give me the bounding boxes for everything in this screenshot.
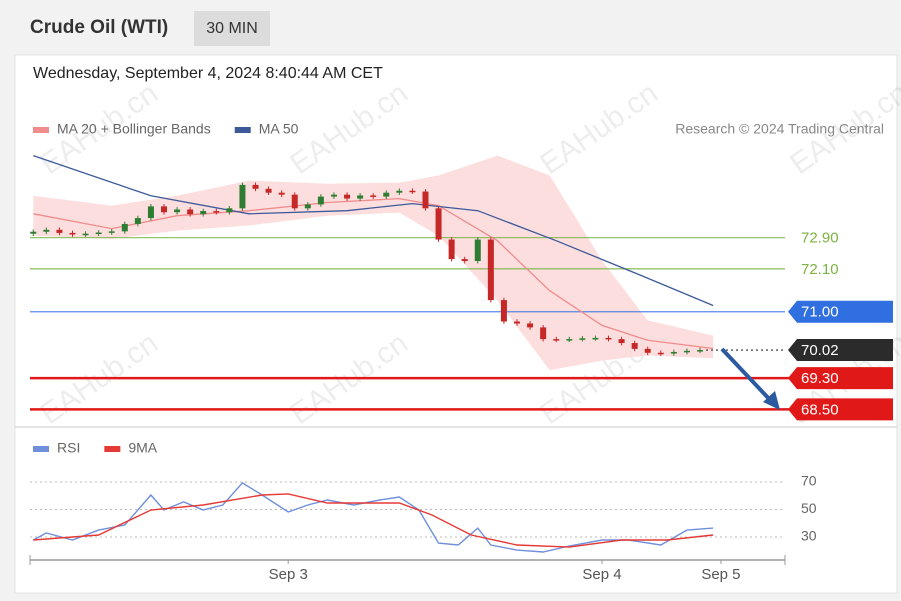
- level-label: 70.02: [801, 342, 839, 359]
- moving-average: [33, 154, 714, 307]
- candle-body: [461, 259, 468, 262]
- candle-body: [134, 218, 141, 224]
- candle-body: [56, 229, 63, 233]
- candle-body: [435, 208, 442, 240]
- forecast-arrow-head: [763, 391, 780, 410]
- legend-label: RSI: [57, 440, 80, 456]
- candle-body: [383, 192, 390, 197]
- chart-title: Crude Oil (WTI): [30, 17, 168, 38]
- x-tick-label: Sep 3: [269, 566, 308, 583]
- y-tick-label: 70: [801, 473, 817, 489]
- chart-subtitle: Wednesday, September 4, 2024 8:40:44 AM …: [33, 65, 383, 82]
- level-label: 72.10: [801, 261, 839, 278]
- level-label: 72.90: [801, 230, 839, 247]
- legend-swatch: [234, 127, 251, 133]
- candle-body: [304, 204, 311, 209]
- chart-panel: [14, 54, 898, 594]
- candle-body: [422, 191, 429, 209]
- candle-body: [566, 339, 573, 341]
- candle-body: [513, 321, 520, 324]
- candle-body: [448, 239, 455, 260]
- candle-body: [357, 195, 364, 199]
- candle-body: [487, 239, 494, 301]
- candle-body: [605, 337, 612, 340]
- candle-body: [265, 188, 272, 193]
- candle-body: [474, 239, 481, 262]
- candle-body: [540, 327, 547, 340]
- candle-body: [618, 339, 625, 344]
- candle-body: [239, 184, 246, 209]
- candle-body: [43, 229, 50, 232]
- candle-body: [396, 190, 403, 193]
- level-label: 69.30: [801, 370, 839, 387]
- candle-body: [631, 343, 638, 349]
- candle-body: [252, 184, 259, 189]
- candle-body: [291, 194, 298, 209]
- legend-swatch: [33, 446, 49, 452]
- level-label: 68.50: [801, 401, 839, 418]
- rsi-panel: RSI 9MA 30 50 70 Sep 3 Sep 4 Sep 5: [29, 440, 817, 583]
- legend-swatch: [104, 446, 121, 452]
- candle-body: [553, 339, 560, 341]
- indicator-line: [32, 481, 714, 553]
- legend-swatch: [33, 127, 49, 133]
- candle-body: [697, 350, 704, 352]
- timeframe-badge: [194, 11, 270, 46]
- candle-body: [147, 206, 154, 219]
- x-tick-label: Sep 5: [701, 566, 740, 583]
- price-panel: MA 20 + Bollinger Bands MA 50 72.90 72.10 71…: [30, 121, 893, 421]
- candle-body: [683, 350, 690, 353]
- candle-body: [278, 192, 285, 195]
- candle-body: [213, 211, 220, 213]
- candle-body: [121, 223, 128, 232]
- legend-label: MA 20 + Bollinger Bands: [57, 121, 211, 137]
- candle-body: [579, 338, 586, 340]
- candle-body: [95, 232, 102, 235]
- candle-body: [500, 300, 507, 322]
- level-tag: [788, 398, 893, 421]
- candle-body: [200, 211, 207, 215]
- candle-body: [82, 233, 89, 236]
- candle-body: [108, 231, 115, 233]
- level-tag: [788, 339, 893, 362]
- candle-body: [670, 351, 677, 354]
- candle-body: [527, 323, 534, 328]
- x-tick-label: Sep 4: [582, 566, 621, 583]
- copyright: Research © 2024 Trading Central: [675, 121, 884, 137]
- candle-body: [187, 209, 194, 215]
- y-tick-label: 30: [801, 528, 817, 544]
- candle-body: [317, 196, 324, 205]
- candle-body: [592, 337, 599, 340]
- candle-body: [174, 209, 181, 213]
- y-tick-label: 50: [801, 500, 817, 516]
- timeframe: 30 MIN: [206, 20, 258, 37]
- candle-body: [161, 206, 168, 213]
- legend-label: 9MA: [128, 440, 157, 456]
- level-tag: [788, 300, 893, 323]
- candle-body: [370, 195, 377, 197]
- indicator-line: [33, 493, 714, 548]
- candle-body: [30, 231, 37, 234]
- candle-body: [657, 352, 664, 355]
- candle-body: [344, 194, 351, 199]
- moving-average: [33, 197, 714, 350]
- candle-body: [330, 194, 337, 197]
- legend-label: MA 50: [259, 121, 299, 137]
- candle-body: [644, 348, 651, 353]
- level-tag: [788, 367, 893, 390]
- forecast-arrow: [720, 347, 774, 404]
- candle-body: [226, 208, 233, 213]
- candle-body: [409, 190, 416, 193]
- candle-body: [69, 232, 76, 235]
- level-label: 71.00: [801, 304, 839, 321]
